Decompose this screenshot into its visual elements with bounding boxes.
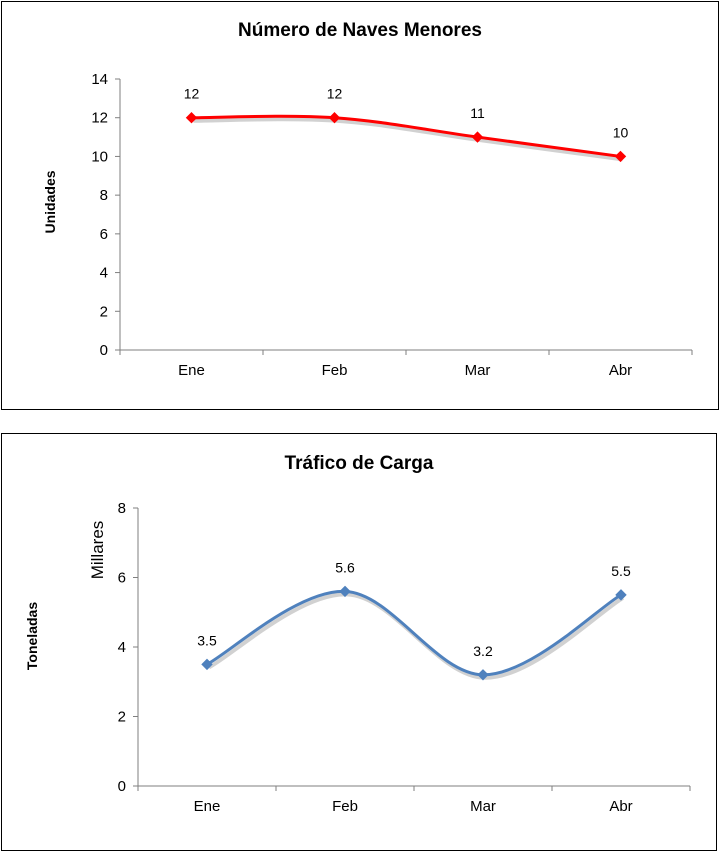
y-tick-label: 6 xyxy=(100,226,108,243)
data-label: 12 xyxy=(327,86,343,102)
y-tick-label: 8 xyxy=(100,187,108,204)
data-point-marker xyxy=(185,112,198,124)
y-axis-label: Toneladas xyxy=(24,602,40,670)
chart-naves-svg: Número de Naves Menores Unidades 0 2 4 6 8 10… xyxy=(42,20,693,379)
y-tick-label: 4 xyxy=(118,639,126,656)
data-point-marker xyxy=(614,150,627,163)
y-tick-label: 0 xyxy=(100,342,108,359)
x-tick-label: Mar xyxy=(470,798,496,815)
y-tick-label: 8 xyxy=(118,500,126,517)
x-tick-label: Feb xyxy=(332,798,358,815)
data-label: 5.5 xyxy=(611,563,631,579)
y-tick-label: 2 xyxy=(118,709,126,726)
y-axis-unit-label: Millares xyxy=(88,521,107,580)
x-tick-label: Ene xyxy=(194,798,221,815)
data-point-marker xyxy=(339,585,351,598)
chart-panel-naves: Número de Naves Menores Unidades 0 2 4 6 8 10… xyxy=(1,1,719,410)
series-line xyxy=(191,114,621,158)
y-tick-label: 12 xyxy=(91,110,108,127)
x-tick-label: Feb xyxy=(322,362,348,379)
chart-panel-carga: Tráfico de Carga Toneladas Millares 0 2 4 6… xyxy=(1,433,717,851)
chart-title: Tráfico de Carga xyxy=(285,453,434,474)
data-label: 5.6 xyxy=(335,559,355,575)
y-tick-label: 14 xyxy=(91,71,108,88)
data-point-marker xyxy=(328,112,341,124)
x-tick-label: Abr xyxy=(609,362,632,379)
chart-title: Número de Naves Menores xyxy=(238,20,482,41)
series-line xyxy=(206,589,622,677)
data-label: 3.5 xyxy=(197,632,217,648)
y-axis-label: Unidades xyxy=(42,170,58,233)
chart-carga-svg: Tráfico de Carga Toneladas Millares 0 2 4 6… xyxy=(24,453,691,815)
y-tick-label: 10 xyxy=(91,148,108,165)
x-tick-label: Ene xyxy=(178,362,205,379)
data-point-marker xyxy=(615,589,627,601)
y-tick-label: 2 xyxy=(100,303,108,320)
y-tick-label: 6 xyxy=(118,570,126,587)
data-point-marker xyxy=(201,658,213,671)
data-label: 11 xyxy=(470,105,485,121)
series-line-shadow xyxy=(193,117,623,162)
x-tick-label: Mar xyxy=(465,362,491,379)
y-tick-label: 0 xyxy=(118,778,126,795)
y-tick-label: 4 xyxy=(100,265,108,282)
data-label: 10 xyxy=(613,124,629,140)
data-point-marker xyxy=(477,669,489,681)
data-point-marker xyxy=(471,131,484,143)
data-label: 3.2 xyxy=(473,643,493,659)
x-tick-label: Abr xyxy=(609,798,632,815)
data-label: 12 xyxy=(184,86,200,102)
